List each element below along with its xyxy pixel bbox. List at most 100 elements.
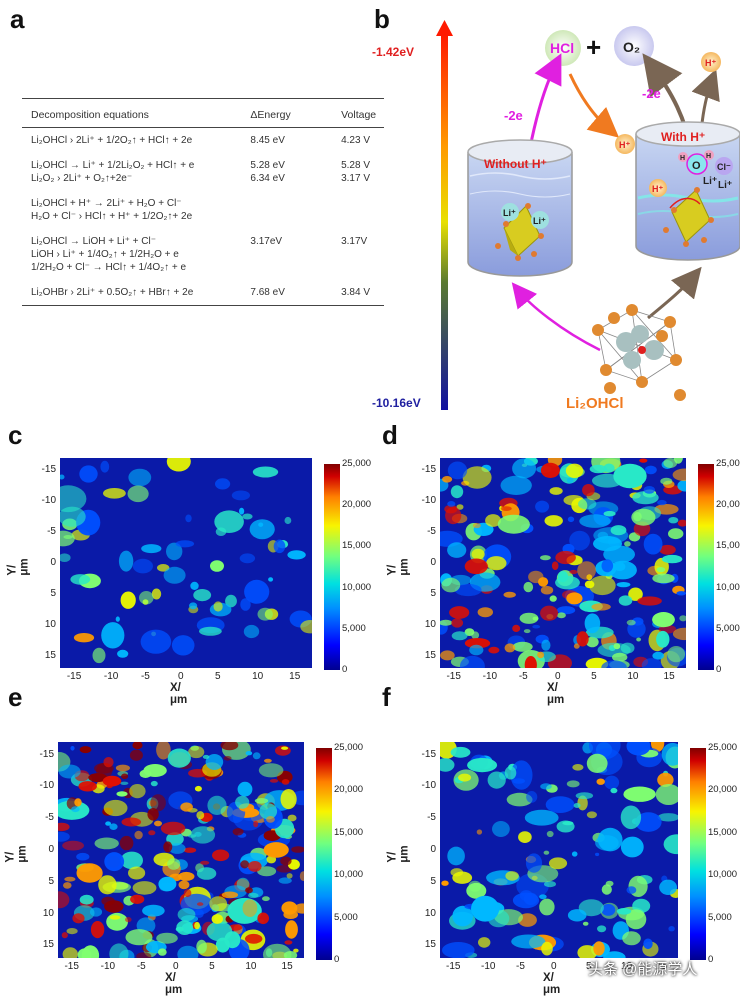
o-label: O bbox=[692, 160, 701, 172]
li-label-2: Li⁺ bbox=[533, 216, 546, 226]
intensity-blob bbox=[205, 754, 224, 770]
intensity-blob bbox=[565, 463, 584, 478]
intensity-blob bbox=[548, 857, 568, 870]
intensity-blob bbox=[72, 913, 85, 924]
intensity-blob bbox=[257, 607, 273, 621]
intensity-blob bbox=[555, 575, 580, 590]
intensity-blob bbox=[102, 775, 122, 787]
intensity-blob bbox=[450, 485, 464, 499]
intensity-blob bbox=[235, 795, 250, 809]
intensity-blob bbox=[300, 620, 312, 634]
hplus-bubble-mid bbox=[615, 134, 635, 154]
intensity-blob bbox=[147, 808, 159, 821]
intensity-blob bbox=[567, 516, 575, 523]
intensity-blob bbox=[591, 603, 611, 611]
intensity-blob bbox=[244, 579, 270, 604]
intensity-blob bbox=[608, 560, 637, 580]
intensity-blob bbox=[258, 763, 284, 778]
colorbar-tick-label: 20,000 bbox=[716, 499, 740, 511]
intensity-blob bbox=[293, 948, 299, 953]
y-tick-label: 0 bbox=[430, 844, 436, 855]
intensity-blob bbox=[487, 771, 506, 789]
intensity-blob bbox=[76, 863, 103, 883]
intensity-blob bbox=[284, 940, 293, 945]
intensity-blob bbox=[589, 464, 607, 474]
intensity-blob bbox=[253, 820, 259, 828]
colorbar-tick-label: 15,000 bbox=[342, 540, 372, 552]
intensity-blob bbox=[196, 939, 207, 954]
schematic-diagram: -1.42eV -10.16eV HCl + O₂ -2e -2e H⁺ H⁺ … bbox=[372, 20, 740, 410]
voltage-cell: 3.84 V bbox=[341, 286, 384, 299]
y-tick-label: -10 bbox=[421, 495, 436, 507]
intensity-blob bbox=[505, 871, 519, 881]
intensity-blob bbox=[503, 591, 516, 598]
intensity-blob bbox=[157, 948, 167, 956]
intensity-blob bbox=[592, 473, 623, 488]
intensity-blob bbox=[210, 560, 224, 572]
table-top-rule bbox=[22, 98, 384, 99]
header-equations: Decomposition equations bbox=[31, 109, 149, 121]
intensity-blob bbox=[129, 784, 146, 799]
intensity-blob bbox=[644, 465, 657, 475]
panel-label-b: b bbox=[374, 4, 390, 34]
intensity-blob bbox=[540, 555, 551, 561]
li-bubble-1 bbox=[501, 203, 519, 221]
energy-cell: 7.68 eV bbox=[250, 286, 341, 299]
intensity-blob bbox=[492, 821, 510, 837]
intensity-blob bbox=[60, 485, 87, 513]
intensity-blob bbox=[540, 605, 559, 621]
equation-line: Li₂O₂ › 2Li⁺ + O₂↑+2e⁻ bbox=[31, 173, 133, 184]
intensity-blob bbox=[476, 829, 483, 835]
intensity-blob bbox=[284, 516, 292, 525]
li-label-1: Li⁺ bbox=[503, 208, 516, 218]
intensity-blob bbox=[79, 465, 98, 483]
intensity-blob bbox=[243, 624, 260, 639]
table-row: Li₂OHCl → Li⁺ + 1/2Li₂O₂ + HCl↑ + e Li₂O₂… bbox=[22, 153, 384, 191]
intensity-blob bbox=[127, 485, 149, 503]
h-atom-1 bbox=[678, 152, 688, 162]
hplus-top-label: H⁺ bbox=[705, 58, 716, 68]
intensity-blob bbox=[220, 742, 239, 751]
intensity-blob bbox=[94, 837, 119, 850]
y-tick-label: -5 bbox=[427, 526, 436, 538]
intensity-blob bbox=[176, 920, 194, 935]
intensity-blob bbox=[578, 498, 597, 510]
energy-cell: 8.45 eV bbox=[250, 134, 341, 147]
intensity-blob bbox=[71, 806, 80, 813]
colorbar bbox=[324, 464, 340, 670]
hplus-mid-label: H⁺ bbox=[619, 140, 630, 150]
colorbar bbox=[698, 464, 714, 670]
equation-line: 1/2H₂O + Cl⁻ → HCl↑ + 1/4O₂↑ + e bbox=[31, 262, 187, 273]
intensity-blob bbox=[597, 925, 607, 933]
intensity-blob bbox=[626, 742, 651, 756]
intensity-blob bbox=[125, 929, 153, 946]
intensity-blob bbox=[584, 613, 601, 634]
intensity-blob bbox=[469, 644, 484, 656]
decomposition-table: Decomposition equations ΔEnergy Voltage … bbox=[22, 98, 384, 306]
intensity-blob bbox=[60, 506, 86, 527]
intensity-blob bbox=[511, 934, 546, 949]
intensity-blob bbox=[573, 643, 580, 649]
colorbar bbox=[690, 748, 706, 960]
intensity-blob bbox=[512, 458, 537, 479]
beaker-with-h bbox=[635, 121, 740, 261]
intensity-blob bbox=[656, 567, 666, 573]
intensity-blob bbox=[225, 594, 237, 608]
intensity-blob bbox=[148, 830, 156, 836]
intensity-blob bbox=[215, 478, 231, 490]
intensity-blob bbox=[239, 507, 245, 515]
intensity-blob bbox=[78, 781, 97, 792]
li-label-3: Li⁺ bbox=[703, 176, 717, 187]
h-label-1: H bbox=[680, 155, 685, 162]
intensity-blob bbox=[566, 780, 580, 788]
intensity-blob bbox=[125, 917, 132, 923]
intensity-blob bbox=[451, 618, 464, 628]
y-axis-label: Y/μm bbox=[6, 558, 31, 576]
energy-value: 8.45 eV bbox=[250, 135, 285, 146]
intensity-blob bbox=[549, 487, 563, 495]
intensity-blob bbox=[294, 903, 304, 914]
intensity-blob bbox=[157, 564, 170, 572]
y-tick-label: 5 bbox=[48, 875, 54, 887]
equation-line: Li₂OHCl → LiOH + Li⁺ + Cl⁻ bbox=[31, 236, 157, 247]
intensity-blob bbox=[544, 515, 563, 527]
